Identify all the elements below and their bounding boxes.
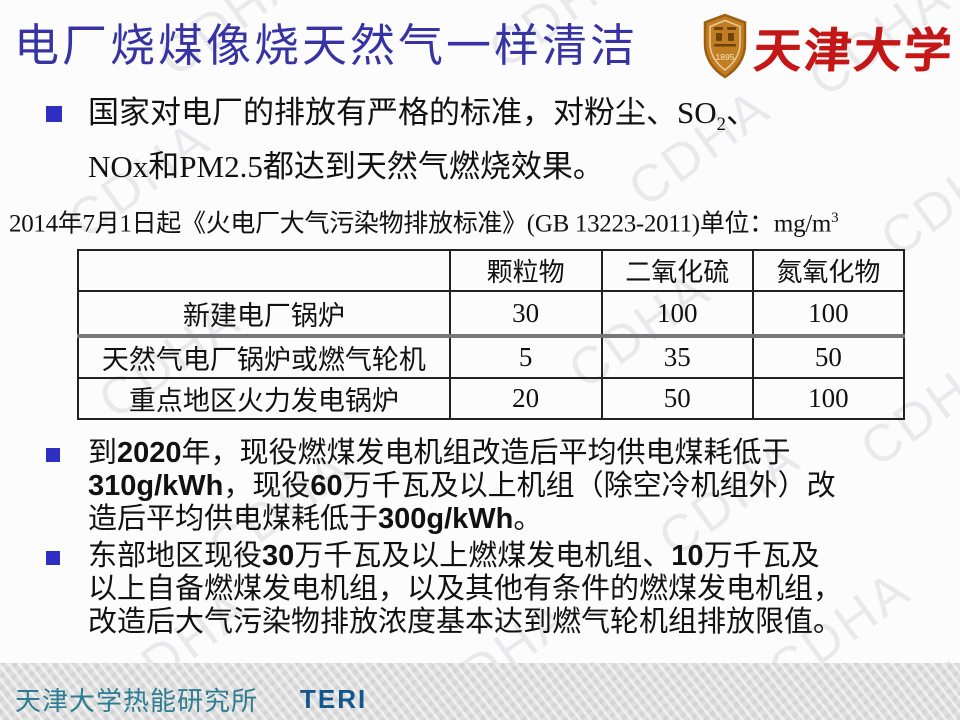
row-label-cell: 天然气电厂锅炉或燃气轮机 bbox=[77, 335, 451, 379]
emission-standards-table: 颗粒物 二氧化硫 氮氧化物 新建电厂锅炉 30 100 100 天然气电厂锅炉或燃气轮机 5 3… bbox=[77, 249, 906, 420]
university-crest-icon: 1895 bbox=[703, 13, 747, 79]
header-cell: 二氧化硫 bbox=[600, 249, 754, 292]
bullet-square-icon bbox=[46, 106, 62, 122]
value-cell: 30 bbox=[448, 290, 603, 338]
crest-year: 1895 bbox=[716, 52, 735, 62]
value-cell: 20 bbox=[448, 377, 603, 420]
table-header-row: 颗粒物 二氧化硫 氮氧化物 bbox=[77, 249, 906, 292]
header-cell bbox=[77, 249, 451, 292]
value-cell: 100 bbox=[600, 290, 754, 338]
bullet-text: 东部地区现役30万千瓦及以上燃煤发电机组、10万千瓦及 以上自备燃煤发电机组，以及… bbox=[88, 540, 843, 638]
value-cell: 35 bbox=[600, 335, 754, 379]
crest-emblem-marks bbox=[714, 27, 736, 47]
slide-title: 电厂烧煤像烧天然气一样清洁 bbox=[14, 20, 639, 71]
bullet-square-icon bbox=[46, 551, 60, 565]
row-label-cell: 重点地区火力发电锅炉 bbox=[77, 377, 451, 420]
bullet-text: 国家对电厂的排放有严格的标准，对粉尘、SO2、 NOx和PM2.5都达到天然气燃烧… bbox=[88, 95, 757, 185]
table-row: 新建电厂锅炉 30 100 100 bbox=[77, 290, 906, 338]
institute-name: 天津大学热能研究所 bbox=[15, 687, 259, 716]
bullet-item-coal-consumption: 到2020年，现役燃煤发电机组改造后平均供电煤耗低于 310g/kWh，现役60万… bbox=[46, 437, 938, 536]
bullet-item-emission-standard: 国家对电厂的排放有严格的标准，对粉尘、SO2、 NOx和PM2.5都达到天然气燃烧… bbox=[46, 92, 931, 188]
university-logo: 1895 天津大学 bbox=[701, 12, 956, 81]
value-cell: 50 bbox=[751, 335, 906, 379]
standards-caption: 2014年7月1日起《火电厂大气污染物排放标准》(GB 13223-2011)单… bbox=[9, 210, 839, 238]
table-row: 重点地区火力发电锅炉 20 50 100 bbox=[77, 377, 906, 420]
header-cell: 氮氧化物 bbox=[751, 249, 906, 292]
bullet-square-icon bbox=[46, 448, 60, 462]
institute-abbr: TERI bbox=[300, 684, 368, 714]
bullet-text: 到2020年，现役燃煤发电机组改造后平均供电煤耗低于 310g/kWh，现役60万… bbox=[88, 437, 836, 535]
bullet-item-east-region: 东部地区现役30万千瓦及以上燃煤发电机组、10万千瓦及 以上自备燃煤发电机组，以及… bbox=[46, 540, 938, 639]
table-row: 天然气电厂锅炉或燃气轮机 5 35 50 bbox=[77, 335, 906, 379]
slide-footer: 天津大学热能研究所 TERI bbox=[0, 663, 960, 720]
slide-header: 电厂烧煤像烧天然气一样清洁 1895 天津大学 bbox=[14, 6, 956, 86]
value-cell: 50 bbox=[600, 377, 754, 420]
table-body: 新建电厂锅炉 30 100 100 天然气电厂锅炉或燃气轮机 5 35 50 重点地区火力发电锅… bbox=[77, 290, 906, 420]
row-label-cell: 新建电厂锅炉 bbox=[77, 290, 451, 338]
university-name: 天津大学 bbox=[751, 25, 956, 78]
emission-standards-table-wrap: 颗粒物 二氧化硫 氮氧化物 新建电厂锅炉 30 100 100 天然气电厂锅炉或燃气轮机 5 3… bbox=[77, 249, 906, 420]
value-cell: 100 bbox=[751, 377, 906, 420]
header-cell: 颗粒物 bbox=[448, 249, 603, 292]
value-cell: 100 bbox=[751, 290, 906, 338]
value-cell: 5 bbox=[448, 335, 603, 379]
